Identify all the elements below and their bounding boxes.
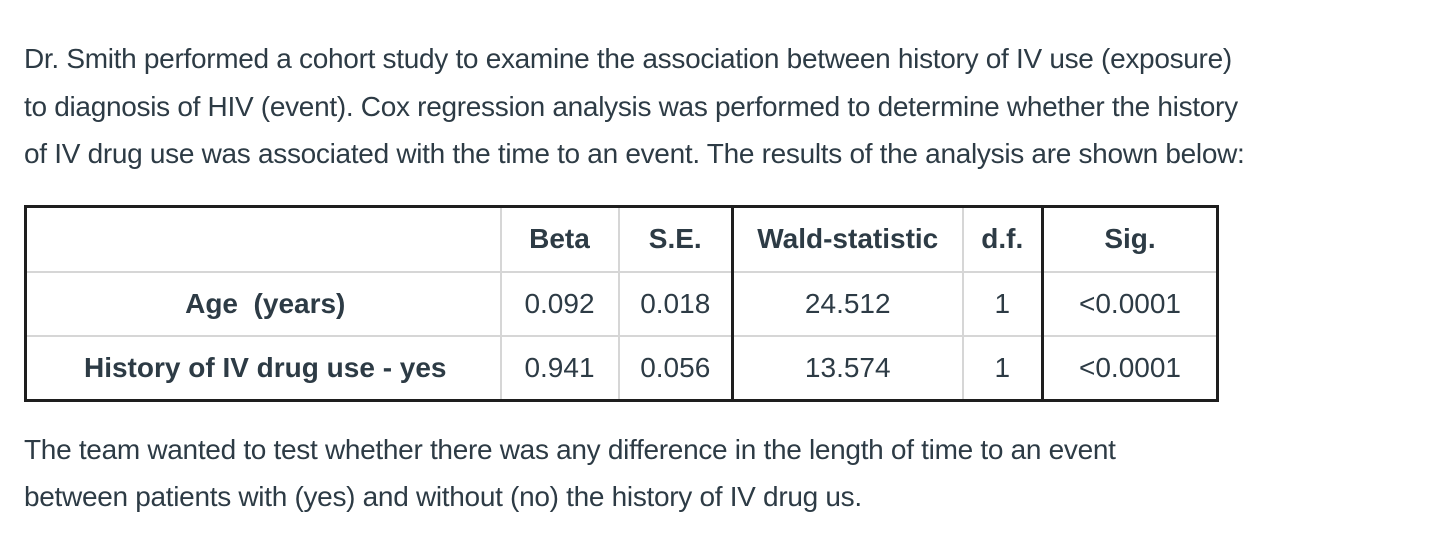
intro-line-2: to diagnosis of HIV (event). Cox regress…: [24, 90, 1238, 122]
age-df-value: 1: [961, 271, 1044, 337]
iv-df-value: 1: [961, 335, 1044, 401]
cox-regression-results-table: Beta S.E. Wald-statistic d.f. Sig. Age (…: [24, 204, 1219, 402]
intro-line-3: of IV drug use was associated with the t…: [24, 138, 1245, 169]
header-df: d.f.: [961, 205, 1044, 273]
row-label-iv-drug-use: History of IV drug use - yes: [24, 335, 502, 401]
header-empty-cell: [24, 205, 502, 273]
table-row-iv-drug-use: History of IV drug use - yes 0.941 0.056…: [24, 335, 1219, 401]
intro-line-1: Dr. Smith performed a cohort study to ex…: [24, 43, 1232, 74]
closing-line-1: The team wanted to test whether there wa…: [24, 433, 1116, 465]
header-sig: Sig.: [1041, 205, 1219, 273]
age-beta-value: 0.092: [499, 271, 620, 337]
age-se-value: 0.018: [617, 271, 734, 337]
iv-sig-value: <0.0001: [1041, 335, 1219, 401]
question-page: Dr. Smith performed a cohort study to ex…: [0, 35, 1444, 521]
closing-paragraph: The team wanted to test whether there wa…: [24, 426, 1436, 521]
iv-wald-value: 13.574: [731, 335, 964, 401]
header-se: S.E.: [617, 205, 734, 273]
header-wald-statistic: Wald-statistic: [731, 205, 964, 273]
row-label-age: Age (years): [24, 271, 502, 337]
closing-line-2: between patients with (yes) and without …: [24, 481, 862, 512]
iv-se-value: 0.056: [617, 335, 734, 401]
age-sig-value: <0.0001: [1041, 271, 1219, 337]
header-beta: Beta: [499, 205, 620, 273]
intro-paragraph: Dr. Smith performed a cohort study to ex…: [24, 35, 1436, 178]
age-wald-value: 24.512: [731, 271, 964, 337]
table-row-age: Age (years) 0.092 0.018 24.512 1 <0.0001: [24, 271, 1219, 337]
table-header-row: Beta S.E. Wald-statistic d.f. Sig.: [24, 205, 1219, 273]
iv-beta-value: 0.941: [499, 335, 620, 401]
